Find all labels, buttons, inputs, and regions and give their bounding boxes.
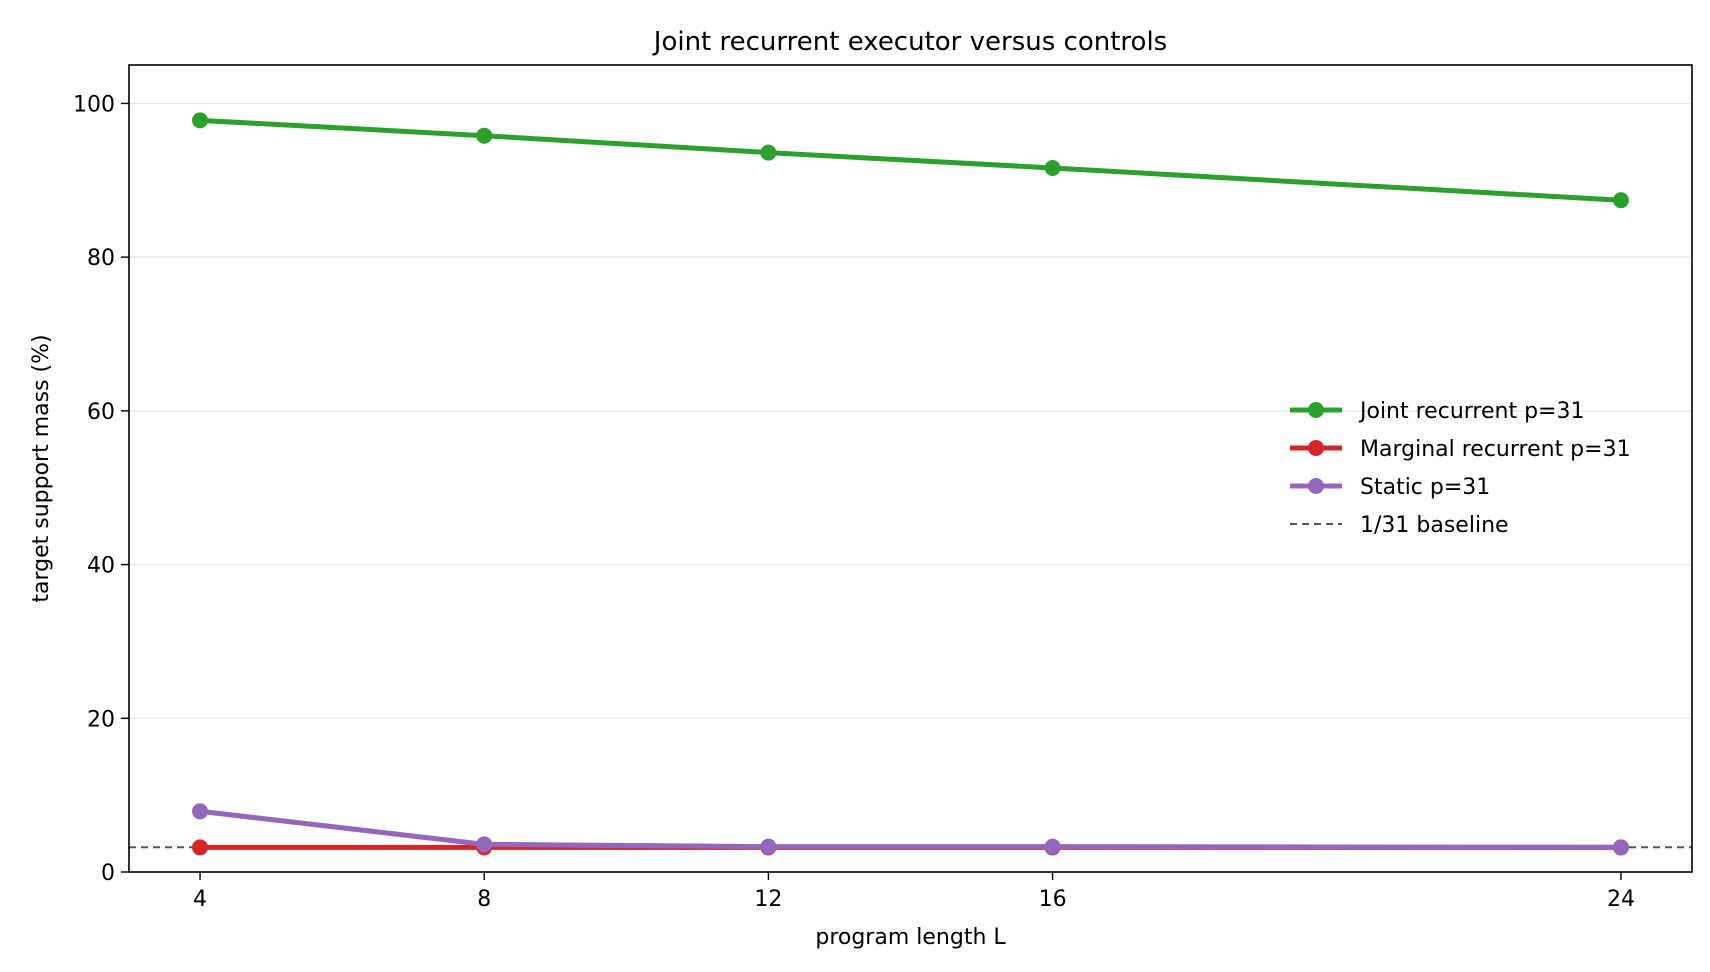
series-0-point	[192, 112, 209, 129]
series-2-point	[760, 838, 777, 855]
series-1-point	[192, 839, 209, 856]
x-tick-label: 8	[477, 887, 491, 912]
plot-frame	[128, 64, 1693, 873]
y-tick-label: 80	[87, 246, 115, 271]
x-axis: 4 8 12 16 24	[193, 872, 1635, 912]
y-tick-label: 100	[73, 92, 115, 117]
y-tick-label: 0	[101, 861, 115, 886]
legend-label: 1/31 baseline	[1360, 513, 1509, 538]
plot-series	[129, 112, 1692, 856]
chart-title: Joint recurrent executor versus controls	[652, 27, 1167, 57]
y-axis-label: target support mass (%)	[29, 334, 54, 602]
x-tick-label: 16	[1039, 887, 1067, 912]
y-axis: 0 20 40 60 80 100	[73, 92, 129, 886]
legend-marker	[1308, 440, 1324, 456]
series-2-point	[1044, 838, 1061, 855]
x-tick-label: 24	[1607, 887, 1635, 912]
series-line-2	[199, 808, 1621, 850]
legend: Joint recurrent p=31 Marginal recurrent p…	[1290, 399, 1631, 538]
legend-label: Marginal recurrent p=31	[1360, 437, 1631, 462]
series-2-point	[1612, 839, 1629, 856]
y-tick-label: 40	[87, 554, 115, 579]
series-0-point	[760, 144, 777, 161]
y-tick-label: 60	[87, 400, 115, 425]
series-2-point	[476, 836, 493, 853]
y-tick-label: 20	[87, 707, 115, 732]
x-axis-label: program length L	[815, 925, 1006, 950]
legend-label: Static p=31	[1360, 475, 1490, 500]
legend-marker	[1308, 478, 1324, 494]
x-tick-label: 12	[754, 887, 782, 912]
series-2-point	[192, 803, 209, 820]
series-line-0	[199, 117, 1622, 203]
legend-label: Joint recurrent p=31	[1358, 399, 1584, 424]
x-tick-label: 4	[193, 887, 207, 912]
series-0-point	[1044, 159, 1061, 176]
series-0-point	[476, 127, 493, 144]
legend-marker	[1308, 402, 1324, 418]
series-0-point	[1612, 192, 1629, 209]
